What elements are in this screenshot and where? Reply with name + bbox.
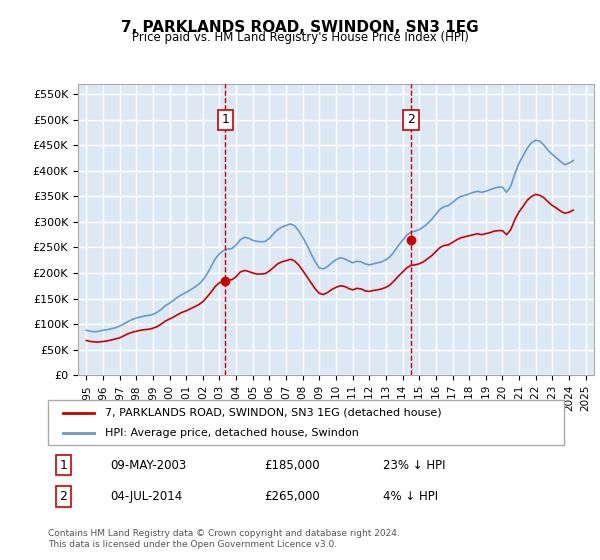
- FancyBboxPatch shape: [48, 400, 564, 445]
- Text: 23% ↓ HPI: 23% ↓ HPI: [383, 459, 446, 472]
- Text: 1: 1: [59, 459, 67, 472]
- Text: 1: 1: [221, 113, 229, 126]
- Text: HPI: Average price, detached house, Swindon: HPI: Average price, detached house, Swin…: [105, 428, 359, 438]
- Text: 4% ↓ HPI: 4% ↓ HPI: [383, 490, 439, 503]
- Text: 7, PARKLANDS ROAD, SWINDON, SN3 1EG (detached house): 7, PARKLANDS ROAD, SWINDON, SN3 1EG (det…: [105, 408, 442, 418]
- Text: 2: 2: [407, 113, 415, 126]
- Text: Contains HM Land Registry data © Crown copyright and database right 2024.
This d: Contains HM Land Registry data © Crown c…: [48, 529, 400, 549]
- Text: 09-MAY-2003: 09-MAY-2003: [110, 459, 186, 472]
- Text: £185,000: £185,000: [265, 459, 320, 472]
- Text: £265,000: £265,000: [265, 490, 320, 503]
- Text: Price paid vs. HM Land Registry's House Price Index (HPI): Price paid vs. HM Land Registry's House …: [131, 31, 469, 44]
- Text: 2: 2: [59, 490, 67, 503]
- Text: 04-JUL-2014: 04-JUL-2014: [110, 490, 182, 503]
- Text: 7, PARKLANDS ROAD, SWINDON, SN3 1EG: 7, PARKLANDS ROAD, SWINDON, SN3 1EG: [121, 20, 479, 35]
